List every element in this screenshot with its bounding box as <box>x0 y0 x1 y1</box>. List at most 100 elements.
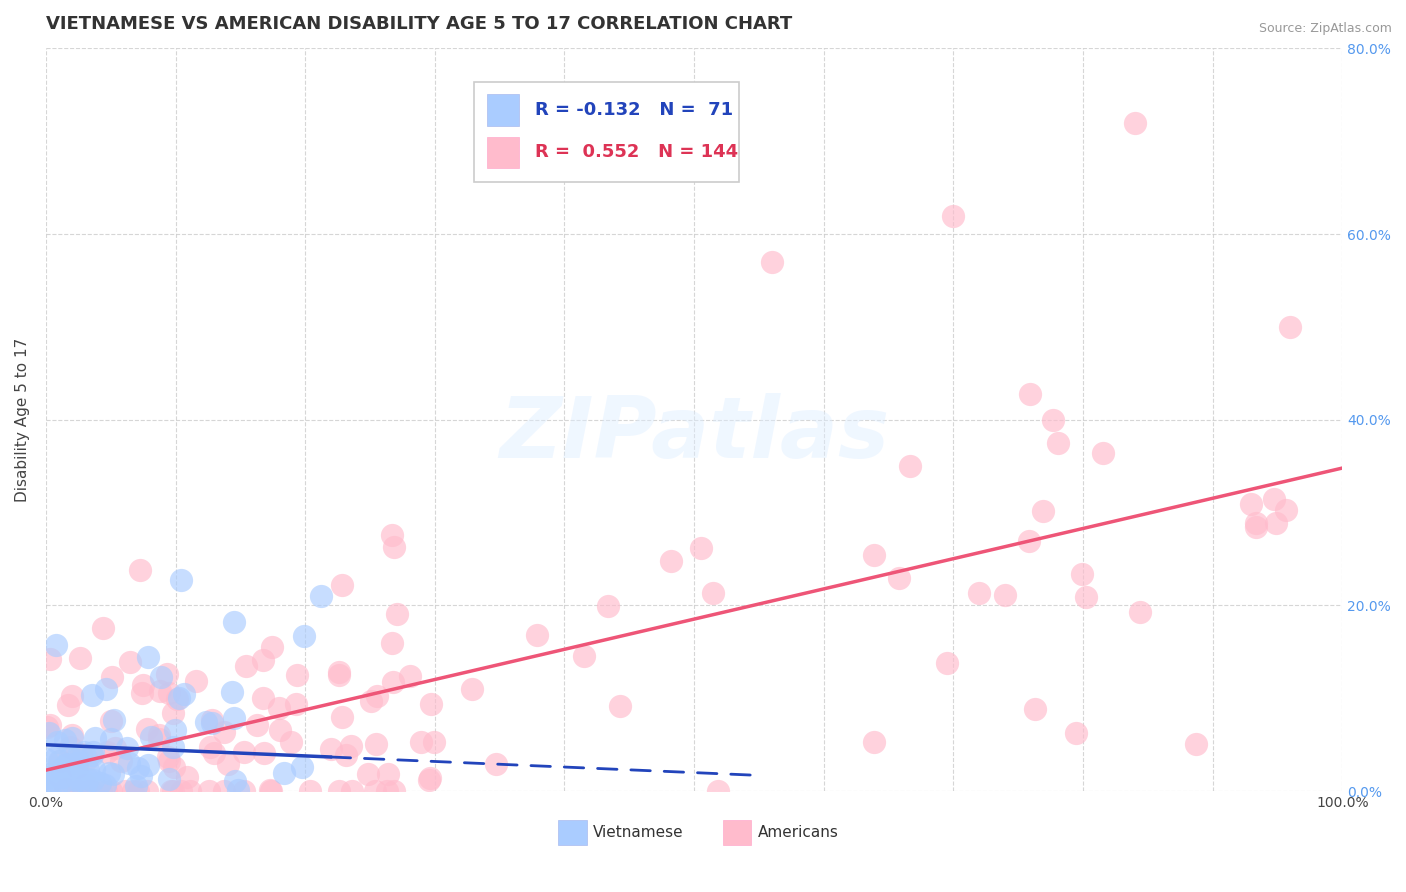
Point <box>967 586 990 600</box>
Point <box>125 779 148 793</box>
Point <box>335 748 357 763</box>
Point <box>48 770 70 784</box>
Point <box>59 750 82 764</box>
Point <box>252 653 274 667</box>
Point <box>55 782 77 797</box>
Point <box>936 656 959 670</box>
Point <box>72 780 94 795</box>
Point <box>136 758 159 772</box>
Point <box>35 752 58 766</box>
Point <box>98 765 121 780</box>
Point <box>65 750 87 764</box>
Point <box>115 741 138 756</box>
Point <box>94 682 117 697</box>
Point <box>53 732 76 747</box>
Point <box>1064 725 1087 739</box>
Point <box>418 773 440 788</box>
Point <box>332 577 354 591</box>
Point <box>156 666 179 681</box>
Point <box>291 759 314 773</box>
Point <box>253 746 276 760</box>
Point <box>48 754 70 768</box>
Point <box>1263 492 1285 507</box>
Point <box>91 621 114 635</box>
Point <box>252 691 274 706</box>
Point <box>419 697 441 711</box>
Point <box>131 686 153 700</box>
Point <box>55 784 77 798</box>
Point <box>269 723 291 738</box>
Point <box>73 745 96 759</box>
Point <box>942 209 965 223</box>
Text: Vietnamese: Vietnamese <box>593 824 683 839</box>
Point <box>162 784 184 798</box>
Point <box>1018 533 1040 548</box>
Point <box>411 735 433 749</box>
Point <box>69 747 91 761</box>
Point <box>148 728 170 742</box>
Point <box>328 665 350 679</box>
Point <box>292 629 315 643</box>
Point <box>62 778 84 792</box>
Point <box>184 674 207 689</box>
Point <box>1185 737 1208 751</box>
Point <box>309 590 332 604</box>
Point <box>66 760 89 774</box>
Point <box>82 745 104 759</box>
Point <box>176 770 198 784</box>
Point <box>598 599 620 614</box>
Point <box>76 772 98 787</box>
Point <box>101 767 124 781</box>
Point <box>159 784 181 798</box>
Point <box>103 714 125 728</box>
Point <box>150 670 173 684</box>
Point <box>129 563 152 577</box>
Point <box>45 749 67 764</box>
Point <box>173 687 195 701</box>
Point <box>246 718 269 732</box>
Point <box>1275 503 1298 517</box>
Text: Americans: Americans <box>758 824 838 839</box>
Point <box>260 640 283 655</box>
Point <box>96 784 118 798</box>
Point <box>110 754 132 768</box>
Point <box>67 770 90 784</box>
Point <box>382 541 405 555</box>
Point <box>59 739 82 754</box>
Y-axis label: Disability Age 5 to 17: Disability Age 5 to 17 <box>15 338 30 502</box>
Point <box>35 782 58 797</box>
Point <box>419 772 441 786</box>
Point <box>226 783 249 797</box>
Point <box>1032 504 1054 518</box>
Point <box>375 784 398 798</box>
Point <box>366 737 388 751</box>
Point <box>1279 320 1302 334</box>
Point <box>994 588 1017 602</box>
Point <box>285 698 308 712</box>
Point <box>170 784 193 798</box>
Point <box>1244 516 1267 530</box>
Point <box>136 723 159 737</box>
Point <box>135 784 157 798</box>
Point <box>93 779 115 793</box>
Point <box>45 639 67 653</box>
Point <box>340 739 363 753</box>
Point <box>285 668 308 682</box>
Point <box>273 766 295 780</box>
Point <box>82 773 104 788</box>
Text: R = -0.132   N =  71: R = -0.132 N = 71 <box>534 101 733 120</box>
Point <box>166 692 188 706</box>
Point <box>702 586 724 600</box>
Point <box>129 769 152 783</box>
Point <box>122 784 145 798</box>
Point <box>659 554 682 568</box>
Point <box>157 686 180 700</box>
Point <box>79 784 101 798</box>
Point <box>65 753 87 767</box>
Point <box>233 784 256 798</box>
Point <box>572 649 595 664</box>
Point <box>132 678 155 692</box>
Point <box>157 749 180 764</box>
Point <box>51 761 73 775</box>
Point <box>280 735 302 749</box>
